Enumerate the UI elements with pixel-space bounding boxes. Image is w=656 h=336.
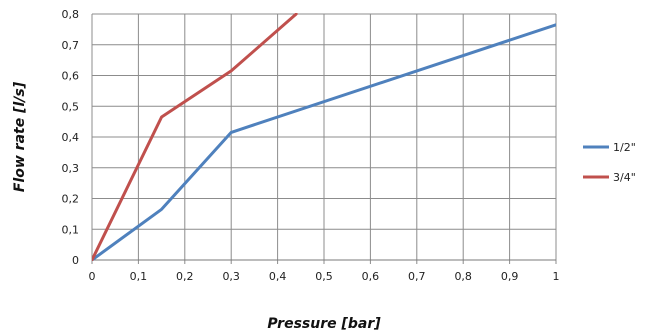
series-line-0	[92, 23, 556, 261]
legend: 1/2" 3/4"	[583, 141, 636, 184]
x-tick-label: 0,4	[269, 270, 287, 283]
y-tick-label: 0,4	[62, 131, 80, 144]
x-tick-label: 0,5	[315, 270, 333, 283]
y-tick-label: 0,6	[62, 70, 80, 83]
series-line-1	[92, 13, 298, 261]
x-tick-label: 0,7	[408, 270, 426, 283]
legend-label-1: 3/4"	[613, 171, 636, 184]
x-tick-label: 0,3	[222, 270, 240, 283]
series-lines	[92, 13, 556, 261]
x-axis-title: Pressure [bar]	[267, 316, 381, 332]
x-axis-ticks: 0 0,1 0,2 0,3 0,4 0,5 0,6 0,7 0,8 0,9 1	[89, 270, 560, 283]
legend-label-0: 1/2"	[613, 141, 636, 154]
x-tick-label: 0,1	[130, 270, 148, 283]
y-tick-label: 0,1	[62, 223, 80, 236]
x-tick-label: 0,2	[176, 270, 194, 283]
x-tick-label: 0,6	[362, 270, 380, 283]
x-tick-label: 0,8	[454, 270, 472, 283]
y-axis-title: Flow rate [l/s]	[12, 81, 28, 192]
grid-lines	[91, 13, 557, 264]
y-tick-label: 0,7	[62, 39, 80, 52]
y-tick-label: 0	[72, 254, 79, 267]
y-tick-label: 0,3	[62, 162, 80, 175]
x-tick-label: 0,9	[501, 270, 519, 283]
y-tick-label: 0,8	[62, 8, 80, 21]
y-tick-label: 0,2	[62, 193, 80, 206]
y-axis-ticks: 0 0,1 0,2 0,3 0,4 0,5 0,6 0,7 0,8	[62, 8, 80, 267]
y-tick-label: 0,5	[62, 100, 80, 113]
x-tick-label: 1	[553, 270, 560, 283]
x-tick-label: 0	[89, 270, 96, 283]
